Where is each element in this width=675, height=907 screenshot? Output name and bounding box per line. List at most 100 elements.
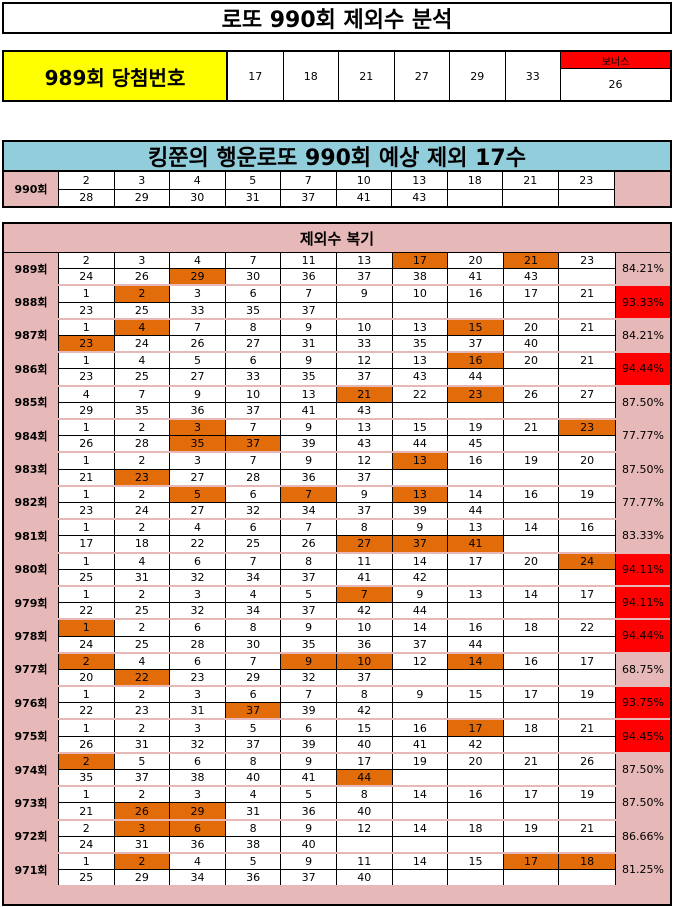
number-cell: 2 [115,586,171,603]
round-label: 972회 [4,820,59,853]
number-cell [559,336,615,351]
number-line: 1 2 3 5 6 15 16 17 18 21 [59,720,615,737]
hit-number-cell: 37 [225,703,282,719]
number-cell: 14 [393,620,449,636]
number-cell: 30 [226,269,282,285]
number-cell: 45 [448,436,504,452]
number-cell: 37 [281,870,337,886]
number-cell [559,436,615,451]
number-cell: 11 [281,253,337,269]
number-cell [559,536,615,551]
hit-number-cell: 2 [114,286,171,302]
number-cell: 26 [281,536,337,552]
number-cell: 31 [281,335,337,352]
number-cell: 3 [170,787,226,803]
number-cell: 4 [226,787,282,803]
number-cell: 10 [337,620,393,636]
review-rows: 989회 2 3 4 7 11 13 17 20 21 23 24 26 29 30 36 37 38 41 43 84… [4,253,670,888]
round-label: 976회 [4,687,59,719]
number-line: 21 26 29 31 36 40 [59,803,615,819]
number-cell: 5 [170,353,226,369]
number-cell: 34 [226,569,282,585]
hit-number-cell: 23 [559,419,615,436]
number-cell: 21 [504,419,560,436]
number-cell: 38 [393,269,449,285]
number-cell [504,803,560,819]
number-cell: 32 [170,569,226,585]
number-cell: 43 [504,269,560,285]
number-line: 22 23 31 37 39 42 [59,703,615,719]
number-cell: 43 [393,369,449,385]
number-cell: 1 [59,787,115,803]
review-row: 988회 1 2 3 6 7 9 10 16 17 21 23 25 33 35 37 93.33% [4,286,670,320]
number-cell: 35 [393,335,449,352]
number-cell: 23 [115,703,171,719]
number-cell: 31 [115,569,171,585]
number-cell: 33 [226,369,282,385]
number-cell: 2 [59,820,115,836]
number-cell: 22 [170,536,226,552]
number-cell: 22 [59,703,115,719]
number-cell: 1 [59,419,115,436]
accuracy-percent: 94.44% [615,353,670,385]
number-cell: 20 [504,353,560,369]
review-row: 971회 1 2 4 5 9 11 14 15 17 18 25 29 34 36 37 40 81.25% [4,854,670,888]
number-cell: 7 [226,653,282,669]
number-cell: 1 [59,720,115,736]
number-cell: 37 [226,736,282,752]
number-cell: 2 [115,787,171,803]
number-cell [393,402,449,418]
number-cell: 18 [504,720,560,736]
bonus-box: 보너스 26 [561,52,670,100]
hit-number-cell: 35 [170,436,226,452]
number-cell: 23 [59,369,115,385]
number-cell: 5 [226,720,282,736]
review-row: 972회 2 3 6 8 9 12 14 18 19 21 24 31 36 38 40 86.66% [4,820,670,855]
number-cell: 40 [337,803,393,819]
number-line: 1 2 3 6 7 9 10 16 17 21 [59,286,615,303]
number-grid: 1 4 5 6 9 12 13 16 20 21 23 25 27 33 35 37 43 44 [59,353,615,385]
number-cell: 40 [504,335,560,352]
number-cell: 5 [281,787,337,803]
number-cell: 2 [59,172,115,189]
hit-number-cell: 22 [114,669,171,686]
number-cell: 19 [393,753,449,770]
number-cell: 7 [226,253,282,269]
number-grid: 2 3 4 7 11 13 17 20 21 23 24 26 29 30 36 37 38 41 43 [59,253,615,285]
accuracy-percent: 86.66% [615,820,670,853]
number-cell: 2 [115,419,171,436]
prediction-row: 990회 2 3 4 5 7 10 13 18 21 23 28 29 30 31 37 41 43 [2,172,672,208]
number-cell: 41 [448,269,504,285]
accuracy-percent: 83.33% [615,520,670,552]
number-cell: 8 [281,553,337,569]
hit-number-cell: 2 [59,753,115,770]
number-cell [559,703,615,718]
review-row: 978회 1 2 6 8 9 10 14 16 18 22 24 25 28 30 35 36 37 44 94.44… [4,620,670,654]
number-line: 23 25 33 35 37 [59,302,615,318]
number-cell: 37 [337,502,393,519]
number-cell: 9 [281,319,337,335]
number-cell: 20 [504,553,560,569]
number-cell [559,470,615,485]
hit-number-cell: 37 [225,436,282,452]
round-label: 978회 [4,620,59,652]
number-cell: 9 [337,286,393,302]
number-cell: 8 [226,820,282,836]
number-cell: 16 [448,286,504,302]
number-cell: 25 [59,569,115,585]
number-cell [504,836,560,853]
number-cell: 25 [115,636,171,652]
hit-number-cell: 44 [336,770,393,786]
number-cell [448,469,504,485]
number-cell [337,302,393,318]
number-cell [393,703,449,719]
number-cell [448,603,504,619]
number-cell: 21 [59,803,115,819]
hit-number-cell: 24 [559,553,615,569]
number-cell: 14 [504,520,560,536]
number-cell [504,770,560,786]
number-cell: 3 [170,720,226,736]
review-row: 975회 1 2 3 5 6 15 16 17 18 21 26 31 32 37 39 40 41 42 94.45… [4,720,670,754]
number-grid: 1 2 5 6 7 9 13 14 16 19 23 24 27 32 34 37 39 44 [59,486,615,519]
number-cell: 21 [580,287,595,301]
